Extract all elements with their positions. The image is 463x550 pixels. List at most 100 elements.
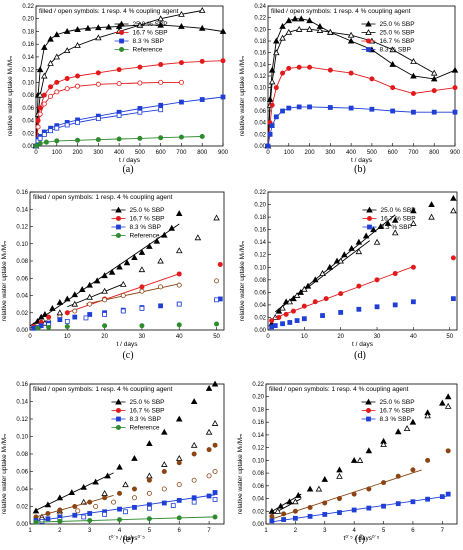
x-tick-label: 3 bbox=[323, 528, 327, 534]
legend-label: 8.3 % SBP bbox=[380, 47, 411, 54]
x-tick-label: 200 bbox=[305, 150, 316, 156]
x-tick-label: 900 bbox=[450, 150, 461, 156]
data-point bbox=[211, 380, 219, 387]
data-point bbox=[445, 448, 451, 454]
data-point bbox=[281, 511, 287, 517]
data-point bbox=[111, 499, 117, 505]
data-point bbox=[205, 428, 213, 435]
data-point bbox=[451, 66, 459, 73]
data-point bbox=[356, 283, 362, 289]
data-point bbox=[146, 477, 152, 483]
data-point bbox=[362, 232, 370, 239]
legend-label: 8.3 % SBP bbox=[133, 38, 164, 45]
x-tick-label: 4 bbox=[352, 528, 356, 534]
legend-label: 8.3 % SBP bbox=[129, 224, 160, 231]
data-point bbox=[175, 210, 183, 217]
data-point bbox=[307, 104, 312, 110]
data-point bbox=[276, 314, 282, 320]
data-point bbox=[41, 72, 48, 79]
data-point bbox=[322, 500, 328, 506]
x-tick-label: 20 bbox=[101, 334, 108, 340]
x-tick-label: 400 bbox=[346, 150, 357, 156]
data-point bbox=[269, 102, 275, 108]
data-point bbox=[120, 292, 126, 298]
data-point bbox=[191, 451, 197, 457]
data-point bbox=[53, 31, 61, 38]
x-axis-label: t / days bbox=[119, 157, 141, 164]
data-point bbox=[306, 25, 313, 32]
data-point bbox=[214, 297, 219, 303]
y-tick-label: 0.16 bbox=[16, 190, 28, 196]
y-tick-label: 0.18 bbox=[254, 215, 266, 221]
coupling-agent-note: filled / open symbols: 1 resp. 4 % coupl… bbox=[39, 8, 179, 15]
data-point bbox=[157, 15, 164, 22]
data-point bbox=[191, 477, 197, 483]
fit-line bbox=[67, 283, 124, 308]
y-tick-label: 0.12 bbox=[252, 446, 264, 452]
data-point bbox=[131, 495, 137, 501]
data-point bbox=[54, 79, 60, 85]
x-tick-label: 2 bbox=[294, 528, 298, 534]
series-4 bbox=[269, 296, 456, 330]
x-tick-label: 50 bbox=[446, 334, 453, 340]
data-point bbox=[286, 105, 292, 111]
data-point bbox=[37, 105, 43, 111]
data-point bbox=[295, 25, 303, 32]
legend-marker bbox=[119, 47, 125, 53]
data-point bbox=[320, 313, 325, 318]
y-tick-label: 0.24 bbox=[254, 4, 266, 10]
data-point bbox=[374, 304, 380, 310]
data-point bbox=[452, 109, 458, 115]
data-point bbox=[158, 79, 164, 85]
legend-label: Reference bbox=[129, 425, 159, 432]
y-tick-label: 0.12 bbox=[16, 417, 28, 423]
legend-marker bbox=[115, 206, 122, 213]
data-point bbox=[64, 318, 70, 324]
data-point bbox=[191, 495, 197, 501]
data-point bbox=[176, 482, 182, 488]
data-point bbox=[170, 503, 176, 509]
data-point bbox=[275, 307, 283, 314]
data-point bbox=[41, 101, 47, 107]
y-tick-label: 0.06 bbox=[254, 109, 266, 115]
data-point bbox=[119, 280, 127, 287]
legend-marker bbox=[365, 407, 371, 413]
data-point bbox=[217, 261, 223, 267]
data-point bbox=[356, 456, 364, 463]
data-point bbox=[78, 286, 86, 292]
data-point bbox=[409, 418, 417, 425]
data-point bbox=[138, 248, 146, 255]
y-tick-label: 0.16 bbox=[254, 228, 266, 234]
data-point bbox=[410, 207, 417, 214]
y-tick-label: 0.04 bbox=[22, 119, 34, 125]
x-tick-label: 20 bbox=[337, 334, 344, 340]
x-tick-label: 6 bbox=[178, 528, 182, 534]
y-tick-label: 0.12 bbox=[22, 68, 34, 74]
data-point bbox=[338, 310, 344, 315]
x-tick-label: 40 bbox=[176, 334, 183, 340]
coupling-agent-note: filled / open symbols: 1 resp. 4 % coupl… bbox=[33, 386, 173, 393]
data-point bbox=[199, 97, 205, 102]
data-point bbox=[74, 26, 81, 33]
y-tick-label: 0.14 bbox=[16, 400, 28, 406]
data-point bbox=[157, 257, 164, 264]
data-point bbox=[139, 306, 145, 311]
data-point bbox=[93, 503, 99, 509]
data-point bbox=[301, 285, 308, 292]
data-point bbox=[369, 106, 375, 112]
data-point bbox=[75, 120, 80, 125]
data-point bbox=[390, 108, 396, 114]
data-point bbox=[63, 28, 71, 34]
data-point bbox=[137, 106, 143, 111]
data-point bbox=[452, 85, 458, 91]
series-3 bbox=[33, 58, 226, 149]
x-tick-label: 4 bbox=[118, 528, 122, 534]
data-point bbox=[47, 35, 54, 42]
data-point bbox=[268, 507, 276, 514]
y-tick-label: 0.10 bbox=[254, 86, 266, 92]
data-point bbox=[410, 72, 417, 79]
data-point bbox=[41, 92, 47, 98]
data-point bbox=[205, 384, 213, 391]
legend-marker bbox=[115, 215, 121, 221]
